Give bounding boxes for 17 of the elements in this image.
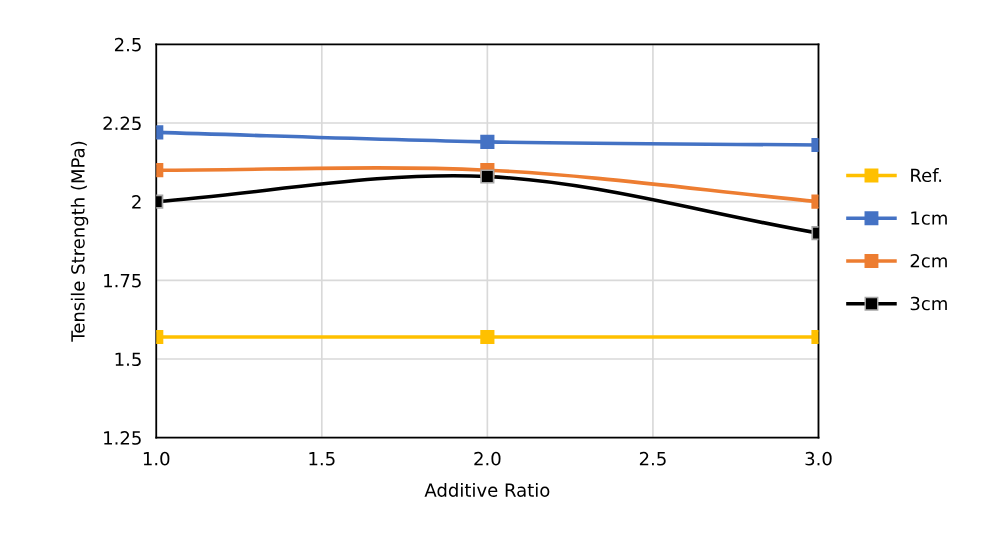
x-tick-label: 2.5 (639, 451, 666, 466)
legend-label: 3cm (910, 296, 947, 311)
legend-label: 2cm (910, 253, 947, 268)
y-tick-label: 2.5 (114, 37, 141, 52)
y-tick-label: 2.25 (103, 116, 141, 131)
y-axis-title: Tensile Strength (MPa) (70, 141, 89, 342)
legend-label: Ref. (911, 168, 942, 183)
y-tick-label: 1.5 (115, 352, 141, 367)
x-tick-label: 2.0 (474, 451, 501, 466)
legend-label: 1cm (911, 211, 947, 225)
x-axis-title: Additive Ratio (424, 482, 550, 497)
x-tick-label: 1.0 (143, 451, 170, 466)
y-tick-label: 1.75 (104, 274, 141, 288)
x-tick-label: 1.5 (309, 452, 335, 466)
y-tick-label: 2 (132, 195, 141, 209)
x-tick-label: 3.0 (805, 451, 832, 466)
y-tick-label: 1.25 (104, 431, 141, 445)
